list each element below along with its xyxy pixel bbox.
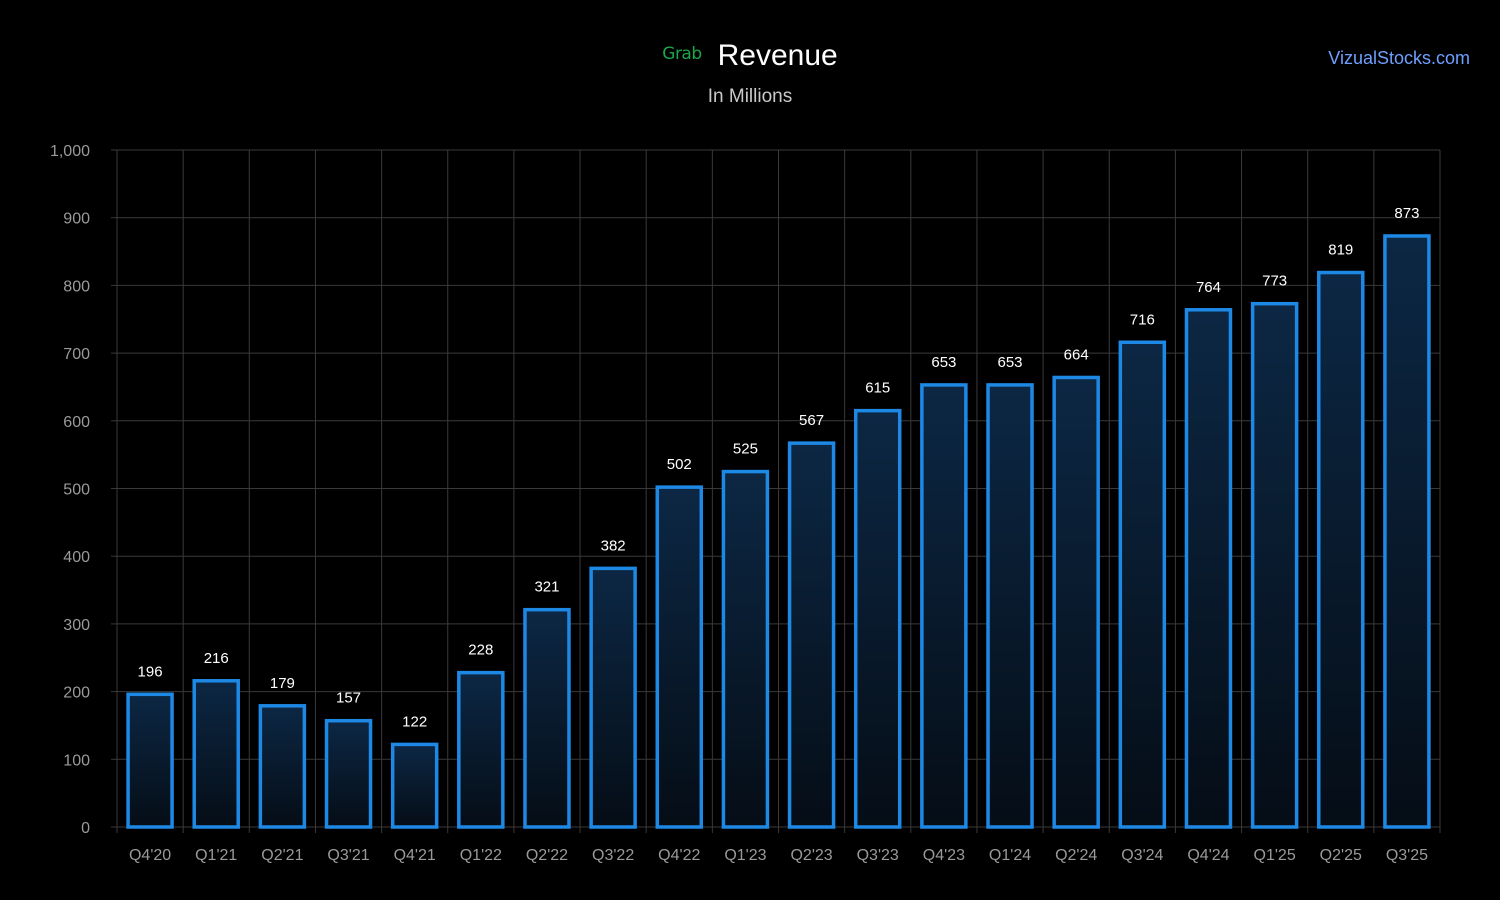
- data-label: 382: [601, 537, 626, 554]
- bar-Q4'22: [655, 485, 704, 829]
- data-label: 122: [402, 713, 427, 730]
- y-axis: 0 100 200 300 400 500 600 700 800 900 1,000: [50, 143, 90, 837]
- x-tick-label: Q3'22: [592, 847, 634, 864]
- y-tick-label: 700: [63, 346, 90, 363]
- y-tick-label: 1,000: [50, 143, 90, 160]
- bar-Q2'22: [523, 607, 571, 829]
- data-label: 764: [1196, 279, 1221, 296]
- x-tick-label: Q2'24: [1055, 847, 1097, 864]
- bar-Q3'24: [1118, 340, 1167, 829]
- y-tick-label: 800: [63, 278, 90, 295]
- x-tick-label: Q4'22: [658, 847, 700, 864]
- y-tick-label: 0: [81, 820, 90, 837]
- bar-Q3'22: [589, 566, 637, 829]
- data-label: 321: [534, 579, 559, 596]
- chart-title: Revenue: [717, 39, 838, 72]
- bar-Q4'20: [126, 692, 174, 829]
- bar-Q4'23: [920, 383, 968, 829]
- data-label: 567: [799, 412, 824, 429]
- data-label: 502: [667, 456, 692, 473]
- bars: [126, 234, 1431, 829]
- grab-logo: Grab: [662, 44, 702, 64]
- data-label: 615: [865, 380, 890, 397]
- grid-lines: [111, 149, 1441, 833]
- x-tick-label: Q2'21: [261, 847, 303, 864]
- x-tick-label: Q4'24: [1187, 847, 1229, 864]
- x-tick-label: Q4'23: [923, 847, 965, 864]
- x-tick-label: Q3'21: [327, 847, 369, 864]
- bar-Q1'25: [1250, 301, 1299, 829]
- bar-Q4'21: [390, 742, 439, 829]
- data-label: 664: [1064, 346, 1089, 363]
- data-label: 653: [998, 354, 1023, 371]
- data-label: 157: [336, 690, 361, 707]
- x-tick-label: Q1'25: [1254, 847, 1296, 864]
- site-link[interactable]: VizualStocks.com: [1328, 48, 1470, 68]
- x-tick-label: Q1'24: [989, 847, 1031, 864]
- bar-Q3'25: [1383, 234, 1431, 829]
- x-tick-label: Q1'21: [195, 847, 237, 864]
- x-tick-label: Q4'21: [394, 847, 436, 864]
- data-label: 653: [931, 354, 956, 371]
- bar-Q1'21: [192, 679, 240, 829]
- x-axis: Q4'20 Q1'21 Q2'21 Q3'21 Q4'21 Q1'22 Q2'22 Q3'22…: [129, 847, 1428, 864]
- bar-Q2'21: [258, 704, 307, 829]
- bar-Q2'24: [1052, 375, 1100, 829]
- data-label: 525: [733, 441, 758, 458]
- bar-Q1'22: [457, 670, 505, 829]
- x-tick-label: Q2'22: [526, 847, 568, 864]
- bar-Q3'21: [324, 718, 373, 829]
- x-tick-label: Q2'23: [790, 847, 832, 864]
- x-tick-label: Q3'23: [857, 847, 899, 864]
- y-tick-label: 500: [63, 482, 90, 499]
- y-tick-label: 300: [63, 617, 90, 634]
- data-label: 716: [1130, 311, 1155, 328]
- bar-Q1'23: [721, 469, 770, 829]
- chart-subtitle: In Millions: [707, 86, 793, 107]
- data-label: 179: [270, 675, 295, 692]
- chart-header: Grab Revenue: [0, 36, 1500, 76]
- data-label: 773: [1262, 273, 1287, 290]
- y-tick-label: 900: [63, 211, 90, 228]
- bar-Q1'24: [986, 383, 1034, 829]
- x-tick-label: Q2'25: [1320, 847, 1362, 864]
- bar-Q3'23: [853, 408, 902, 829]
- x-tick-label: Q4'20: [129, 847, 171, 864]
- bar-Q2'25: [1317, 270, 1365, 829]
- bar-Q2'23: [787, 441, 836, 829]
- x-tick-label: Q1'23: [724, 847, 766, 864]
- x-tick-label: Q3'24: [1121, 847, 1163, 864]
- y-tick-label: 100: [63, 752, 90, 769]
- y-tick-label: 400: [63, 549, 90, 566]
- bar-Q4'24: [1184, 308, 1233, 829]
- data-label: 196: [138, 663, 163, 680]
- x-tick-label: Q1'22: [460, 847, 502, 864]
- x-tick-label: Q3'25: [1386, 847, 1428, 864]
- data-label: 819: [1328, 242, 1353, 259]
- data-labels: 196 216 179 157 122 228 321 382 502 525 567 615 653 6…: [138, 205, 1420, 730]
- data-label: 216: [204, 650, 229, 667]
- data-label: 228: [468, 642, 493, 659]
- y-tick-label: 600: [63, 414, 90, 431]
- data-label: 873: [1394, 205, 1419, 222]
- y-tick-label: 200: [63, 685, 90, 702]
